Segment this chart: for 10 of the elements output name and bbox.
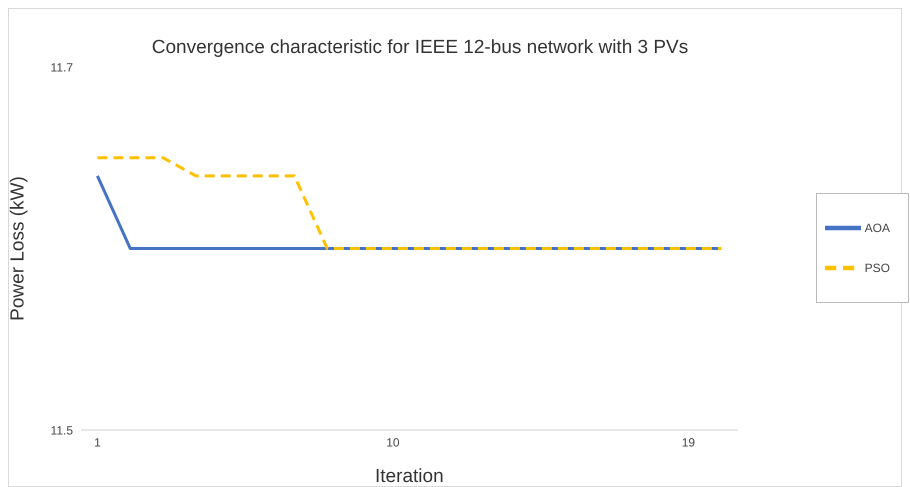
y-tick-label: 11.5 — [50, 423, 74, 438]
legend-label: PSO — [864, 260, 890, 274]
x-axis-title: Iteration — [375, 466, 444, 487]
y-tick-label: 11.7 — [50, 60, 74, 74]
chart-title: Convergence characteristic for IEEE 12-bus network with 3 PVs — [150, 37, 690, 59]
x-tick-label: 1 — [94, 436, 102, 450]
legend-label: AOA — [864, 220, 890, 234]
y-axis-title: Power Loss (kW) — [8, 176, 29, 321]
x-tick-label: 19 — [682, 436, 696, 450]
x-tick-label: 10 — [386, 436, 400, 450]
